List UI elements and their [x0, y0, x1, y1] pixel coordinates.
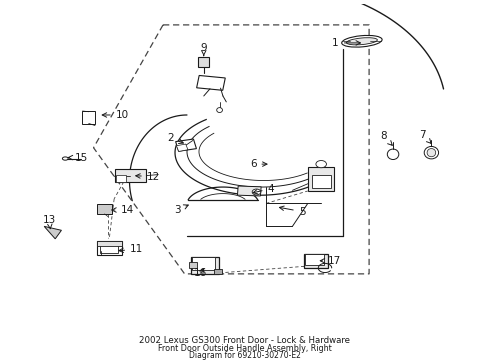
Bar	[175, 139, 196, 151]
Text: 17: 17	[320, 256, 341, 266]
Bar	[237, 186, 261, 196]
Text: 1: 1	[331, 38, 360, 48]
Text: 4: 4	[253, 184, 274, 194]
Polygon shape	[44, 226, 61, 239]
Text: 11: 11	[119, 244, 143, 254]
Text: 5: 5	[279, 206, 305, 217]
Bar	[97, 242, 122, 255]
Ellipse shape	[252, 189, 260, 195]
Bar	[115, 169, 146, 182]
Bar	[214, 269, 222, 274]
Text: 12: 12	[136, 172, 160, 181]
Text: 15: 15	[68, 153, 88, 163]
Ellipse shape	[426, 149, 435, 157]
Text: 2002 Lexus GS300 Front Door - Lock & Hardware: 2002 Lexus GS300 Front Door - Lock & Har…	[139, 336, 349, 345]
Text: 8: 8	[379, 131, 391, 145]
Bar	[191, 257, 214, 270]
Bar	[307, 167, 334, 191]
Text: 10: 10	[102, 110, 129, 120]
Text: 9: 9	[200, 43, 206, 56]
Bar	[82, 111, 95, 124]
Bar	[304, 254, 324, 265]
Bar	[304, 253, 328, 268]
Text: 2: 2	[166, 133, 183, 144]
Ellipse shape	[216, 108, 222, 113]
Text: 13: 13	[43, 216, 56, 229]
Bar	[100, 243, 118, 253]
Bar	[115, 175, 126, 183]
Ellipse shape	[423, 147, 438, 159]
Bar	[196, 76, 225, 90]
Text: 14: 14	[112, 205, 133, 215]
Bar	[191, 257, 219, 274]
Ellipse shape	[386, 149, 398, 159]
Bar	[188, 262, 196, 268]
Ellipse shape	[315, 161, 326, 168]
Bar	[97, 204, 112, 214]
Bar	[97, 241, 122, 246]
Text: 16: 16	[193, 268, 206, 278]
Bar	[198, 57, 208, 67]
Text: Front Door Outside Handle Assembly, Right: Front Door Outside Handle Assembly, Righ…	[157, 343, 331, 353]
Text: 7: 7	[419, 130, 430, 143]
Ellipse shape	[346, 38, 377, 45]
Text: 6: 6	[249, 159, 266, 169]
Bar	[176, 144, 187, 152]
Bar	[311, 175, 330, 188]
Ellipse shape	[341, 35, 381, 47]
Text: 3: 3	[174, 205, 188, 215]
Text: Diagram for 69210-30270-E2: Diagram for 69210-30270-E2	[188, 351, 300, 360]
Ellipse shape	[62, 157, 68, 160]
